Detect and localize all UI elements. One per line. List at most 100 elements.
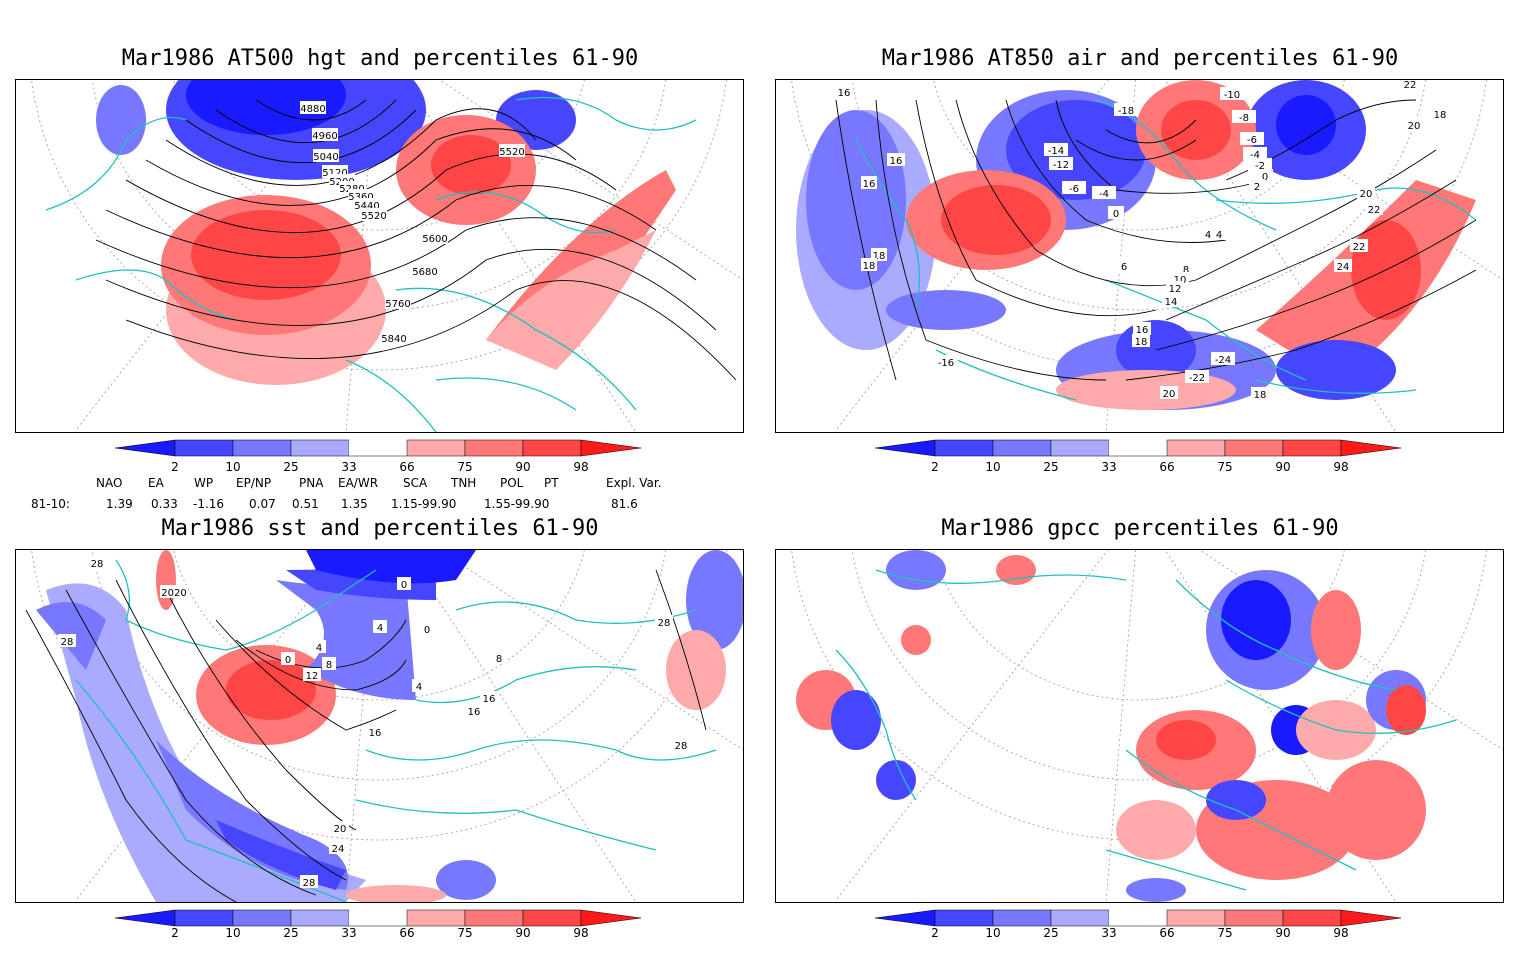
panel-hgt-title: Mar1986 AT500 hgt and percentiles 61-90 <box>121 46 639 71</box>
cbar-seg-3 <box>290 909 350 927</box>
cbar-seg-8 <box>580 909 642 927</box>
cbar-seg-7 <box>522 909 582 927</box>
cbar-tick: 10 <box>985 460 1001 474</box>
cbar-tick: 75 <box>457 926 473 940</box>
cbar-tick: 98 <box>573 460 589 474</box>
svg-text:-16: -16 <box>938 358 954 369</box>
svg-text:4: 4 <box>316 643 322 654</box>
svg-text:18: 18 <box>873 251 886 262</box>
svg-text:5840: 5840 <box>381 334 406 345</box>
svg-text:5520: 5520 <box>361 211 386 222</box>
cbar-seg-6 <box>464 439 524 457</box>
cbar-tick: 75 <box>457 460 473 474</box>
cbar-tick: 33 <box>1101 926 1117 940</box>
cbar-seg-3 <box>290 439 350 457</box>
cbar-tick: 2 <box>931 926 939 940</box>
cbar-tick: 98 <box>1333 926 1349 940</box>
colorbar-hgt: 2 10 25 33 66 75 90 98 <box>114 439 645 484</box>
height-contours <box>95 99 737 381</box>
cbar-tick: 66 <box>1159 926 1175 940</box>
cbar-tick: 98 <box>1333 460 1349 474</box>
cbar-seg-6 <box>464 909 524 927</box>
svg-text:-4: -4 <box>1250 150 1260 161</box>
cbar-tick: 10 <box>225 926 241 940</box>
cbar-seg-1 <box>934 439 994 457</box>
cbar-seg-4 <box>349 910 407 926</box>
cbar-tick: 10 <box>985 926 1001 940</box>
colorbar-air: 2 10 25 33 66 75 90 98 <box>874 439 1405 484</box>
svg-text:24: 24 <box>1337 262 1350 273</box>
cbar-tick: 25 <box>1043 926 1059 940</box>
index-value: 0.33 <box>151 497 178 511</box>
svg-text:-12: -12 <box>1053 160 1069 171</box>
contour-labels: 4880 4960 5040 5120 5200 5280 5360 5440 … <box>300 101 525 345</box>
index-value: 1.35 <box>341 497 368 511</box>
index-name: EA/WR <box>338 476 379 490</box>
cbar-tick: 90 <box>515 460 531 474</box>
svg-text:18: 18 <box>863 261 876 272</box>
cbar-seg-4 <box>1109 910 1167 926</box>
svg-text:-4: -4 <box>1099 189 1109 200</box>
cbar-tick: 66 <box>399 926 415 940</box>
cbar-seg-4 <box>1109 440 1167 456</box>
cbar-seg-5 <box>406 439 466 457</box>
panel-hgt-map: 4880 4960 5040 5120 5200 5280 5360 5440 … <box>15 79 744 433</box>
cbar-seg-5 <box>1166 909 1226 927</box>
svg-text:18: 18 <box>1135 337 1148 348</box>
svg-text:20: 20 <box>1360 189 1373 200</box>
cbar-seg-0 <box>114 439 176 457</box>
svg-text:0: 0 <box>1113 209 1119 220</box>
svg-text:16: 16 <box>838 88 851 99</box>
cbar-tick: 2 <box>171 926 179 940</box>
svg-text:12: 12 <box>1169 284 1182 295</box>
svg-text:22: 22 <box>1353 242 1366 253</box>
svg-text:16: 16 <box>890 156 903 167</box>
cbar-seg-0 <box>874 909 936 927</box>
index-value: 0.07 <box>249 497 276 511</box>
svg-text:-8: -8 <box>1239 113 1249 124</box>
panel-air-map: 16 16 18 18 -16 -10 -8 -6 -4 -2 0 2 4 -4… <box>775 79 1504 433</box>
index-value: 0.51 <box>292 497 319 511</box>
svg-text:4880: 4880 <box>300 104 325 115</box>
index-name: POL <box>500 476 524 490</box>
svg-text:10: 10 <box>1174 275 1187 286</box>
svg-text:16: 16 <box>369 728 382 739</box>
cbar-seg-7 <box>1282 439 1342 457</box>
cbar-seg-3 <box>1050 439 1110 457</box>
cbar-seg-2 <box>232 439 292 457</box>
index-name: Expl. Var. <box>606 476 662 490</box>
cbar-tick: 25 <box>283 460 299 474</box>
cbar-tick: 98 <box>573 926 589 940</box>
svg-text:-14: -14 <box>1048 146 1064 157</box>
svg-text:5760: 5760 <box>385 299 410 310</box>
cbar-seg-7 <box>1282 909 1342 927</box>
svg-text:-22: -22 <box>1189 373 1205 384</box>
cbar-tick: 33 <box>341 460 357 474</box>
cbar-tick: 66 <box>1159 460 1175 474</box>
svg-text:22: 22 <box>1404 80 1417 91</box>
cbar-tick: 66 <box>399 460 415 474</box>
svg-text:8: 8 <box>1183 265 1189 276</box>
cbar-seg-2 <box>992 909 1052 927</box>
svg-text:16: 16 <box>863 179 876 190</box>
svg-text:4: 4 <box>1216 230 1222 241</box>
svg-text:-10: -10 <box>1224 90 1240 101</box>
cbar-tick: 90 <box>1275 460 1291 474</box>
svg-text:-18: -18 <box>1118 106 1134 117</box>
svg-text:0: 0 <box>424 625 430 636</box>
svg-text:5520: 5520 <box>499 147 524 158</box>
cbar-seg-6 <box>1224 439 1284 457</box>
index-name: EA <box>148 476 164 490</box>
cbar-tick: 75 <box>1217 460 1233 474</box>
index-name: WP <box>194 476 214 490</box>
svg-text:4: 4 <box>1205 230 1211 241</box>
svg-text:-6: -6 <box>1247 135 1257 146</box>
svg-text:22: 22 <box>1368 205 1381 216</box>
cbar-tick: 33 <box>341 926 357 940</box>
cbar-tick: 90 <box>515 926 531 940</box>
svg-text:2020: 2020 <box>161 588 186 599</box>
panel-sst-title: Mar1986 sst and percentiles 61-90 <box>161 516 599 541</box>
cbar-seg-8 <box>580 439 642 457</box>
panel-gpcc-title: Mar1986 gpcc percentiles 61-90 <box>941 516 1339 541</box>
cbar-tick: 10 <box>225 460 241 474</box>
